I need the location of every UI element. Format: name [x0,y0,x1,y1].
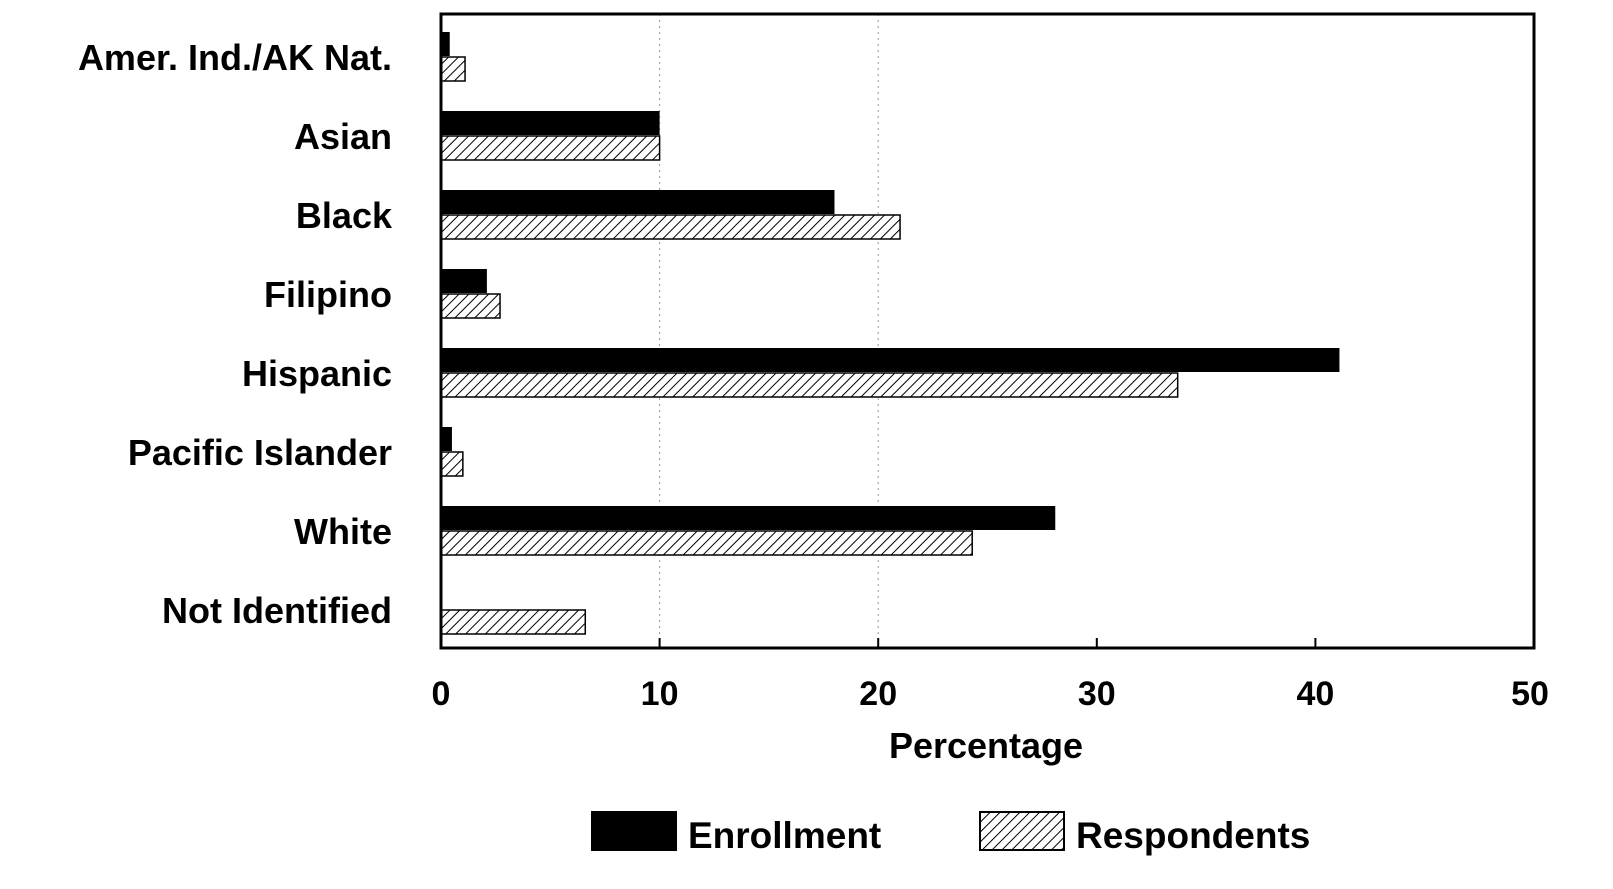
x-axis-title: Percentage [889,725,1083,766]
bars [440,32,1340,635]
bar-respondents-7 [440,609,587,635]
x-tick-label: 20 [859,675,897,713]
category-label: Asian [294,116,392,157]
plot-frame [439,12,1536,650]
category-label: Filipino [264,274,392,315]
bar-enrollment-4 [441,348,1340,372]
bar-respondents-2 [440,214,901,240]
bar-enrollment-6 [441,506,1056,530]
x-tick-label: 0 [432,675,451,713]
bar-respondents-1 [440,135,661,161]
x-tick-label: 50 [1511,675,1549,713]
category-label: Amer. Ind./AK Nat. [78,37,392,78]
x-tick-label: 10 [641,675,679,713]
bar-respondents-0 [440,56,466,82]
bar-respondents-3 [440,293,501,319]
legend-label-respondents: Respondents [1076,815,1310,856]
bar-enrollment-0 [441,32,450,56]
bar-enrollment-5 [441,427,452,451]
category-label: Pacific Islander [128,432,392,473]
legend-swatch-enrollment [591,811,677,851]
bar-enrollment-2 [441,190,835,214]
category-label: Black [296,195,393,236]
bar-respondents-6 [440,530,973,556]
category-label: Not Identified [162,590,392,631]
x-tick-label: 40 [1296,675,1334,713]
bar-enrollment-3 [441,269,487,293]
legend-swatch-respondents [979,811,1065,851]
legend-label-enrollment: Enrollment [688,815,881,856]
plot-border [439,12,1536,650]
bar-respondents-5 [440,451,464,477]
category-label: White [294,511,392,552]
legend: Enrollment Respondents [591,811,1310,856]
bar-respondents-4 [440,372,1179,398]
bar-enrollment-1 [441,111,660,135]
x-tick-labels: 0 10 20 30 40 50 [432,675,1549,713]
x-tick-label: 30 [1078,675,1116,713]
category-label: Hispanic [242,353,392,394]
category-labels: Amer. Ind./AK Nat. Asian Black Filipino Hisp… [78,37,393,631]
